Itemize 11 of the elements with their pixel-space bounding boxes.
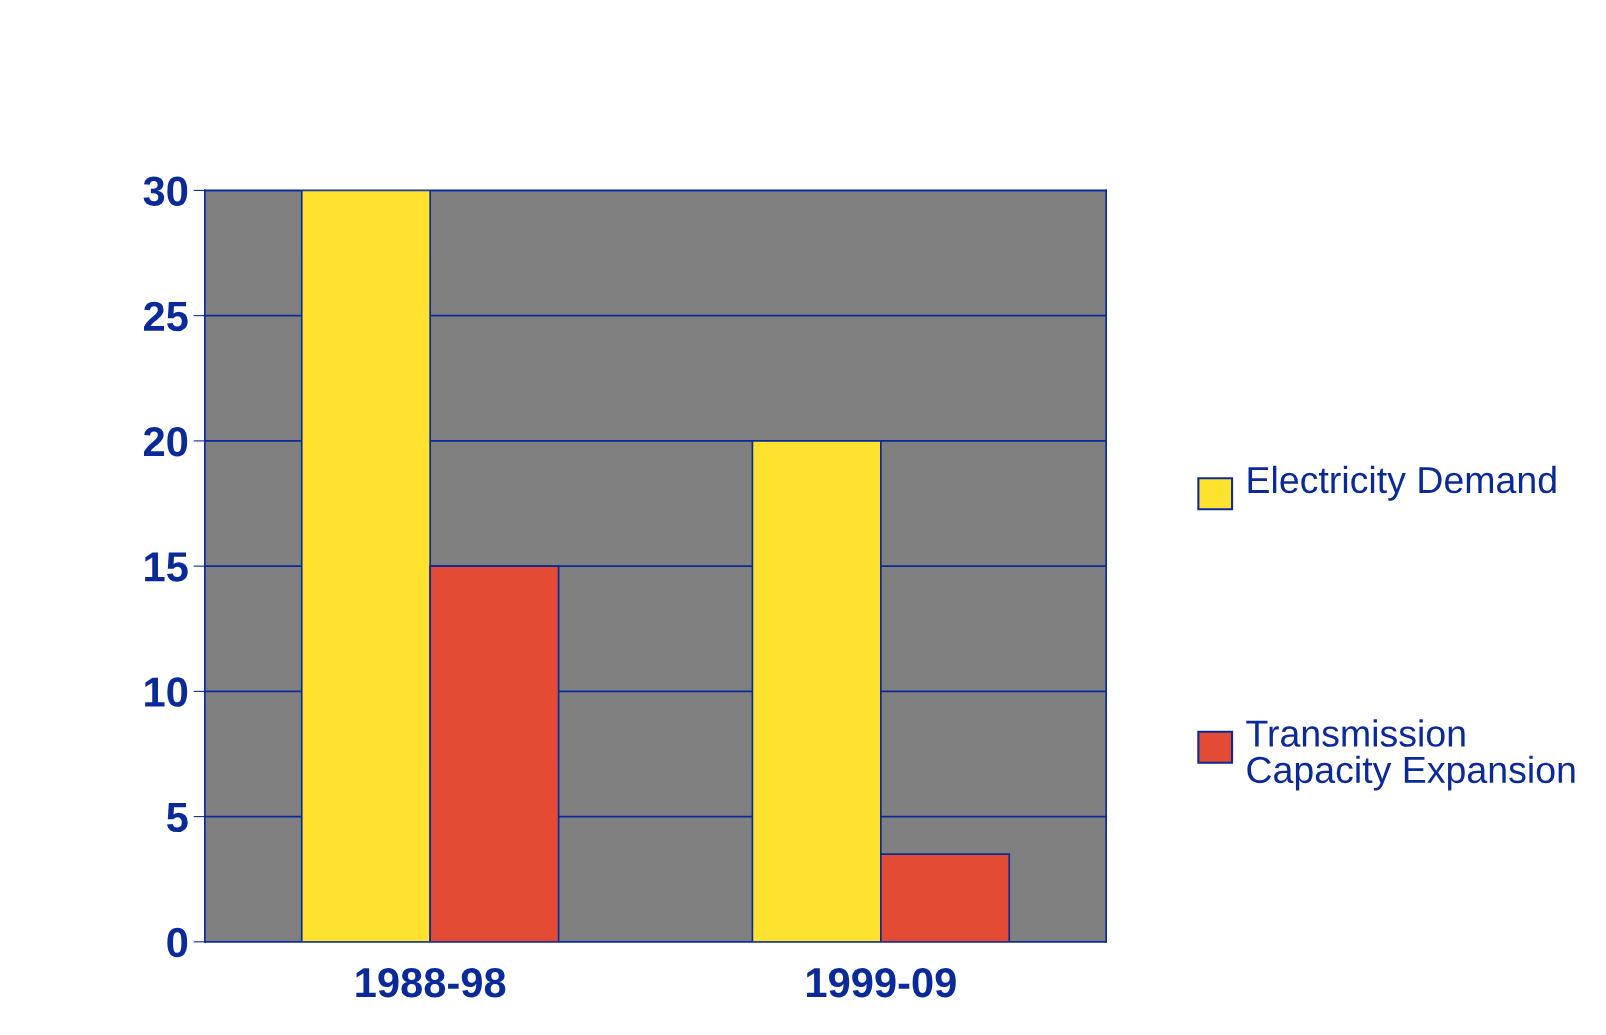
y-tick-label: 15 [145, 552, 188, 582]
y-tick-label: 10 [145, 677, 188, 707]
y-tick-label: 5 [166, 803, 188, 833]
y-tick-label: 25 [143, 301, 188, 332]
y-tick-label: 0 [167, 927, 188, 958]
legend-label: Transmission Capacity Expansion [1246, 719, 1575, 791]
legend-label: Electricity Demand [1248, 465, 1556, 501]
y-tick-label: 20 [143, 426, 188, 457]
y-tick-label: 30 [143, 176, 188, 206]
x-tick-label: 1988-98 [356, 967, 506, 998]
x-tick-label: 1999-09 [807, 967, 956, 998]
